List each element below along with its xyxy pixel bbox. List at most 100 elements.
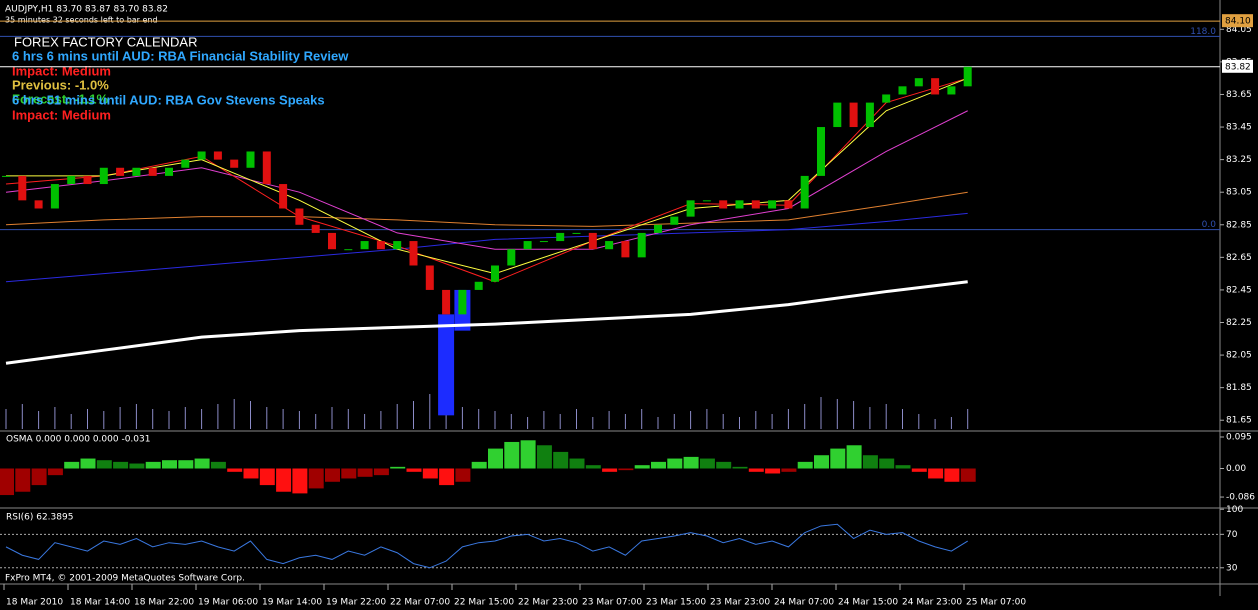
volume-bar: [461, 407, 463, 429]
candle: [67, 175, 76, 185]
osma-bar: [471, 461, 487, 469]
candle: [18, 175, 27, 201]
osma-bar: [895, 465, 911, 469]
osma-bar: [341, 468, 357, 479]
moving-average: [5, 280, 968, 365]
volume-bar: [576, 409, 577, 429]
candle: [34, 200, 43, 209]
volume-bar: [934, 419, 936, 429]
y-tick-label: 82.45: [1226, 285, 1252, 295]
volume-bar: [331, 407, 333, 429]
candle: [295, 208, 304, 225]
volume-bar: [706, 409, 708, 429]
y-tick-label: 83.45: [1226, 123, 1252, 133]
y-tick-label: 30: [1226, 563, 1238, 573]
volume-bar: [282, 409, 284, 429]
osma-bar: [259, 468, 275, 486]
candle: [213, 151, 222, 160]
volume-bar: [413, 401, 414, 429]
candle: [947, 86, 956, 95]
time-label: 23 Mar 15:00: [646, 598, 706, 608]
candle: [817, 127, 825, 176]
osma-bar: [47, 468, 63, 476]
candle: [2, 175, 10, 177]
candle: [507, 249, 516, 266]
volume-bar: [152, 409, 154, 429]
calendar-impact: Impact: Medium: [12, 63, 111, 78]
time-label: 22 Mar 23:00: [518, 598, 578, 608]
volume-bar: [657, 417, 659, 429]
candle: [442, 289, 451, 315]
osma-bar: [748, 468, 764, 472]
osma-bar: [64, 461, 80, 469]
volume-bar: [624, 414, 626, 429]
osma-bar: [96, 460, 112, 469]
candle: [148, 167, 157, 176]
candle: [621, 241, 630, 258]
volume-bar: [478, 409, 480, 429]
time-label: 18 Mar 22:00: [134, 598, 194, 608]
rsi-title: RSI(6) 62.3895: [6, 513, 73, 523]
calendar-title: FOREX FACTORY CALENDAR: [14, 34, 198, 49]
volume-bar: [103, 411, 105, 429]
osma-bar: [325, 468, 340, 482]
osma-bar: [455, 468, 471, 482]
volume-bar: [70, 414, 72, 429]
calendar-impact: Impact: Medium: [12, 107, 111, 122]
y-tick-label: 82.25: [1226, 318, 1252, 328]
footer: FxPro MT4, © 2001-2009 MetaQuotes Softwa…: [5, 574, 245, 584]
volume-bar: [184, 407, 186, 429]
volume-bar: [21, 404, 23, 429]
candle: [474, 281, 483, 290]
osma-bar: [504, 441, 520, 469]
osma-bar: [651, 461, 666, 469]
volume-bar: [527, 417, 529, 429]
candle: [311, 224, 320, 233]
osma-bar: [732, 466, 748, 469]
time-label: 23 Mar 07:00: [582, 598, 642, 608]
candle: [914, 78, 923, 87]
osma-bar: [879, 458, 895, 469]
osma-bar: [814, 455, 829, 469]
price-box-label: 84.10: [1225, 17, 1251, 27]
volume-bar: [592, 417, 594, 429]
candle: [262, 151, 271, 185]
volume-bar: [673, 414, 675, 429]
volume-bar: [543, 411, 545, 429]
osma-bar: [569, 458, 585, 469]
osma-bar: [439, 468, 455, 486]
volume-bar: [771, 414, 773, 429]
y-tick-label: -0.086: [1226, 493, 1255, 503]
candle: [654, 224, 662, 233]
volume-bar: [950, 417, 952, 429]
candle: [458, 289, 467, 315]
volume-bar: [918, 414, 920, 429]
candle: [637, 232, 646, 258]
y-tick-label: 83.25: [1226, 155, 1252, 165]
candle: [197, 151, 206, 160]
volume-bar: [233, 399, 235, 429]
volume-bar: [853, 401, 855, 429]
y-tick-label: 70: [1226, 530, 1238, 540]
time-label: 22 Mar 07:00: [390, 598, 450, 608]
osma-bar: [422, 468, 438, 479]
candle: [605, 241, 614, 250]
y-tick-label: 0.00: [1226, 464, 1246, 474]
candle: [328, 232, 336, 250]
price-box-label: 83.82: [1225, 62, 1251, 72]
osma-bar: [536, 445, 552, 469]
candle: [588, 232, 597, 250]
calendar-event: 6 hrs 6 mins until AUD: RBA Financial St…: [12, 48, 349, 63]
y-tick-label: 81.65: [1226, 416, 1252, 426]
y-tick-label: 0.095: [1226, 432, 1252, 442]
osma-bar: [765, 468, 781, 474]
candle: [833, 102, 842, 128]
candle: [132, 167, 141, 176]
osma-bar: [308, 468, 324, 489]
symbol-line: AUDJPY,H1 83.70 83.87 83.70 83.82: [5, 5, 168, 15]
osma-bar: [357, 468, 373, 477]
candle: [865, 102, 874, 128]
volume-bar: [396, 404, 398, 429]
time-label: 25 Mar 07:00: [966, 598, 1026, 608]
